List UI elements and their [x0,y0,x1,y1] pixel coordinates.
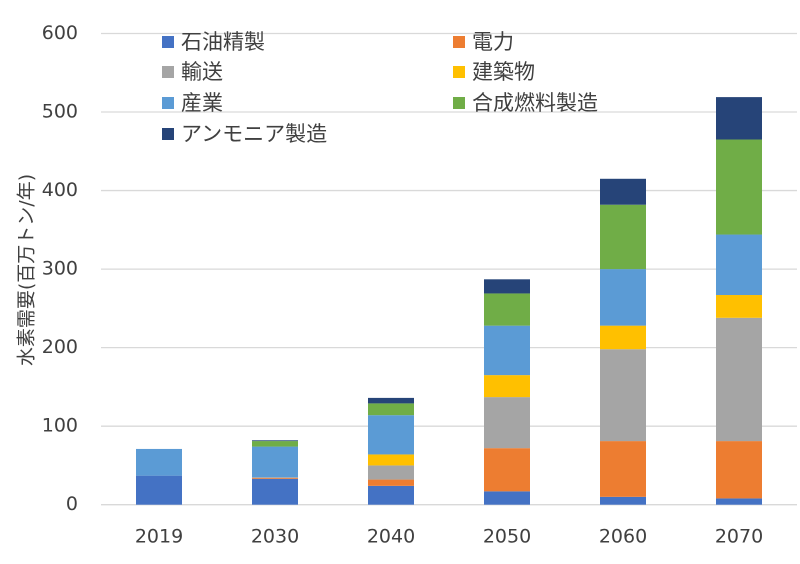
bar-segment [368,454,414,466]
legend-swatch [453,36,465,48]
bar-segment [600,496,646,505]
bar-segment [252,440,298,442]
y-tick-label: 200 [42,336,78,358]
bar-segment [716,234,762,296]
y-tick-label: 0 [66,493,78,515]
bars [136,97,762,505]
bar-segment [600,441,646,497]
legend-label: 建築物 [472,60,535,84]
bar-segment [716,441,762,499]
y-tick-label: 500 [42,101,78,123]
bar-segment [484,448,530,492]
bar-segment [252,446,298,478]
y-tick-label: 600 [42,22,78,44]
x-tick-label: 2060 [599,526,647,548]
legend-item: 輸送 [162,60,223,84]
bar-segment [368,485,414,505]
bar-segment [600,269,646,326]
legend-swatch [162,97,174,109]
legend-label: 石油精製 [181,30,265,54]
legend-item: 合成燃料製造 [453,91,598,115]
bar-segment [368,397,414,404]
bar-segment [368,403,414,416]
bar-segment [484,491,530,505]
x-tick-label: 2050 [483,526,531,548]
bar-segment [136,475,182,505]
x-axis-ticks: 2019 2030 2040 2050 2060 2070 [135,526,763,548]
legend-label: 輸送 [181,60,223,84]
legend-swatch [162,128,174,140]
legend-label: アンモニア製造 [181,122,327,146]
bar-stack-2030 [252,440,298,505]
bar-stack-2060 [600,178,646,505]
bar-stack-2040 [368,397,414,505]
bar-stack-2050 [484,279,530,505]
legend-label: 電力 [472,30,514,54]
legend-label: 産業 [181,91,223,115]
legend-item: 産業 [162,91,223,115]
bar-segment [716,295,762,318]
bar-segment [600,204,646,270]
bar-segment [484,325,530,376]
legend-label: 合成燃料製造 [472,91,598,115]
bar-segment [368,465,414,480]
bar-segment [600,325,646,350]
bar-stack-2019 [136,448,182,505]
bar-segment [252,477,298,478]
x-tick-label: 2070 [715,526,763,548]
gridlines [101,32,797,506]
legend-swatch [162,66,174,78]
bar-segment [484,397,530,449]
bar-segment [252,478,298,505]
y-tick-label: 300 [42,258,78,280]
bar-segment [716,498,762,505]
x-tick-label: 2030 [251,526,299,548]
bar-segment [716,317,762,442]
legend-item: アンモニア製造 [162,122,327,146]
bar-segment [600,178,646,205]
bar-segment [484,293,530,326]
bar-segment [252,477,298,479]
y-tick-label: 100 [42,415,78,437]
legend-swatch [162,36,174,48]
x-tick-label: 2040 [367,526,415,548]
legend-swatch [453,66,465,78]
bar-stack-2070 [716,97,762,505]
bar-segment [484,279,530,294]
bar-segment [136,448,182,476]
legend-item: 石油精製 [162,30,265,54]
y-tick-label: 400 [42,179,78,201]
bar-segment [484,375,530,398]
bar-segment [716,139,762,235]
bar-segment [716,97,762,140]
bar-segment [368,415,414,455]
bar-segment [368,479,414,486]
y-axis-ticks: 0 100 200 300 400 500 600 [42,22,78,515]
bar-segment [600,349,646,442]
legend-swatch [453,97,465,109]
y-axis-title: 水素需要(百万トン/年) [16,174,38,366]
bar-segment [252,441,298,447]
legend-item: 建築物 [453,60,535,84]
legend-item: 電力 [453,30,514,54]
x-tick-label: 2019 [135,526,183,548]
